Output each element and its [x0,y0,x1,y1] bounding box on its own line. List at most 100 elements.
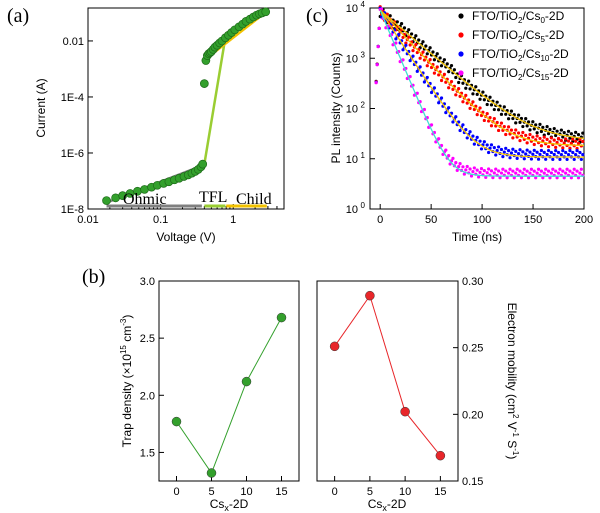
c-point [487,167,491,171]
c-point [494,153,498,157]
c-point [444,80,448,84]
c-point [429,90,434,95]
c-point [536,157,541,161]
panel-c-fit-lines [379,9,585,177]
c-point [438,56,442,60]
c-point [549,136,553,140]
c-point [415,50,419,55]
c-point [524,116,528,121]
c-point [415,69,419,73]
c-point [575,169,579,173]
c-point [515,167,519,171]
b-left-ytick-label: 2.5 [140,333,155,345]
c-point [518,120,522,124]
c-point [526,120,531,124]
c-point [561,146,565,150]
c-point [502,105,506,109]
c-point [428,58,432,62]
c-point [462,172,466,176]
c-point [437,73,441,77]
a-ytick-label: 1E-4 [61,92,84,104]
c-point [487,150,491,155]
c-point [468,87,472,91]
a-xtick-label: 0.01 [77,214,98,226]
c-xtick-label: 150 [524,214,542,226]
c-point [499,121,504,125]
c-point [581,131,585,135]
panel-a-points [102,7,271,205]
c-point [439,96,444,100]
c-point [492,107,496,112]
c-point [552,126,556,131]
b-right-ytick-label: 0.30 [462,276,483,288]
c-point [525,148,529,152]
c-point [472,142,476,146]
c-point [579,157,583,162]
c-point [408,75,412,79]
c-point [488,95,492,99]
c-point [548,140,552,144]
c-point [458,128,462,133]
panel-b-right-xlabel: Csx-2D [368,497,407,513]
c-point [504,132,508,137]
a-point [102,196,111,205]
c-xtick-label: 50 [425,214,437,226]
c-point [564,171,568,175]
c-point [548,176,552,180]
c-point [478,97,482,101]
c-point [562,131,566,135]
c-point [556,150,561,155]
c-point [482,118,486,123]
c-point [474,85,478,89]
c-point [425,64,429,68]
c-point [531,152,535,156]
c-legend-marker [458,51,464,57]
panel-b-label: (b) [82,266,105,288]
c-point [451,87,455,91]
c-point [461,81,465,85]
b-right-line [334,294,441,457]
c-fit-line [379,9,585,139]
c-point [465,101,469,105]
c-point [566,152,571,157]
b-right-ytick-label: 0.25 [462,343,483,355]
c-point [447,70,451,74]
c-point [575,149,579,153]
c-point [442,72,446,76]
c-point [554,133,558,138]
c-point [478,106,482,110]
c-point [484,175,488,180]
c-point [558,167,562,171]
c-point [454,93,458,97]
c-point [499,112,504,116]
c-point [578,150,582,155]
c-point [472,107,476,112]
c-point [424,44,428,48]
c-point [468,130,472,134]
panel-b-right-ylabel: Electron mobility (cm2 V-1 S-1) [505,303,520,460]
c-fit-line [379,9,584,147]
c-point [448,162,452,166]
c-point [465,164,469,169]
a-ytick-label: 1E-8 [61,204,84,216]
c-point [528,128,532,132]
c-point [401,48,405,52]
c-point [506,125,511,129]
c-point [526,176,531,180]
panel-b-left-ticks: 0 5 10 15 1.5 2.0 2.5 3.0 [140,276,288,498]
c-point [564,137,568,141]
c-point [375,63,379,67]
c-point [554,145,558,149]
c-point [515,156,519,160]
c-point [561,149,565,153]
c-point [528,171,532,175]
c-point [437,101,441,105]
c-point [479,147,484,151]
c-point [478,139,482,143]
c-point [422,80,427,84]
b-right-xtick-label: 0 [332,486,338,498]
c-legend-marker [458,32,464,38]
c-point [458,94,462,98]
c-point [489,143,494,147]
c-point [439,143,444,148]
